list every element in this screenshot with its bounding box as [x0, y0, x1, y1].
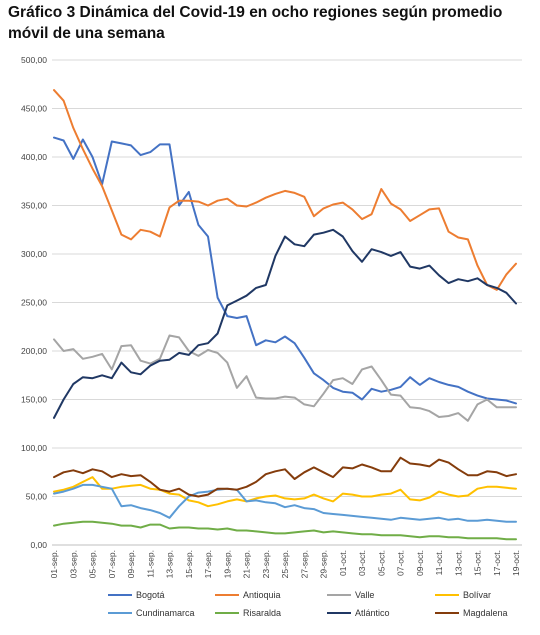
x-tick-label: 19-oct. [511, 550, 521, 576]
x-tick-label: 05-oct. [376, 550, 386, 576]
legend-label: Antioquia [243, 590, 281, 600]
x-tick-label: 23-sep. [261, 550, 271, 578]
legend-label: Magdalena [463, 608, 508, 618]
y-tick-label: 300,00 [21, 249, 47, 259]
series-line [53, 228, 517, 419]
series-line [53, 483, 517, 523]
gridlines [52, 59, 522, 546]
y-tick-label: 400,00 [21, 152, 47, 162]
x-tick-label: 29-sep. [319, 550, 329, 578]
y-tick-label: 200,00 [21, 346, 47, 356]
x-tick-label: 07-oct. [396, 550, 406, 576]
x-tick-label: 17-oct. [492, 550, 502, 576]
x-tick-label: 13-oct. [453, 550, 463, 576]
x-tick-label: 19-sep. [222, 550, 232, 578]
legend-label: Bogotá [136, 590, 165, 600]
x-tick-label: 15-oct. [473, 550, 483, 576]
x-tick-label: 09-oct. [415, 550, 425, 576]
x-tick-label: 11-oct. [434, 550, 444, 575]
y-tick-label: 100,00 [21, 443, 47, 453]
series-line [53, 334, 517, 422]
y-tick-label: 0,00 [30, 540, 47, 550]
x-tick-label: 03-oct. [357, 550, 367, 576]
legend-label: Risaralda [243, 608, 281, 618]
series-line [53, 136, 517, 405]
x-tick-label: 07-sep. [107, 550, 117, 578]
x-tick-label: 05-sep. [88, 550, 98, 578]
chart-title: Gráfico 3 Dinámica del Covid-19 en ocho … [8, 4, 503, 42]
x-axis-ticks: 01-sep. 03-sep. 05-sep. 07-sep. 09-sep. 11-se… [49, 550, 521, 578]
legend: Bogotá Antioquia Valle Bolívar Cundinamarca R… [108, 590, 508, 618]
x-tick-label: 27-sep. [299, 550, 309, 578]
y-tick-label: 450,00 [21, 104, 47, 114]
series-line [53, 520, 517, 541]
x-tick-label: 13-sep. [165, 550, 175, 578]
y-tick-label: 250,00 [21, 298, 47, 308]
legend-label: Atlántico [355, 608, 390, 618]
y-tick-label: 500,00 [21, 55, 47, 65]
x-tick-label: 21-sep. [242, 550, 252, 578]
series-line [53, 476, 517, 508]
x-tick-label: 01-oct. [338, 550, 348, 576]
series-line [53, 456, 517, 498]
x-tick-label: 09-sep. [126, 550, 136, 578]
y-axis-ticks: 0,00 50,00 100,00 150,00 200,00 250,00 300,00 3… [21, 55, 47, 550]
x-tick-label: 25-sep. [280, 550, 290, 578]
series-lines [53, 89, 517, 541]
series-line [53, 89, 517, 291]
y-tick-label: 50,00 [26, 492, 48, 502]
y-tick-label: 150,00 [21, 395, 47, 405]
legend-label: Bolívar [463, 590, 491, 600]
x-tick-label: 15-sep. [184, 550, 194, 578]
x-tick-label: 11-sep. [145, 550, 155, 578]
x-tick-label: 01-sep. [49, 550, 59, 578]
legend-label: Valle [355, 590, 374, 600]
x-tick-label: 17-sep. [203, 550, 213, 578]
legend-label: Cundinamarca [136, 608, 195, 618]
y-tick-label: 350,00 [21, 201, 47, 211]
x-tick-label: 03-sep. [68, 550, 78, 578]
